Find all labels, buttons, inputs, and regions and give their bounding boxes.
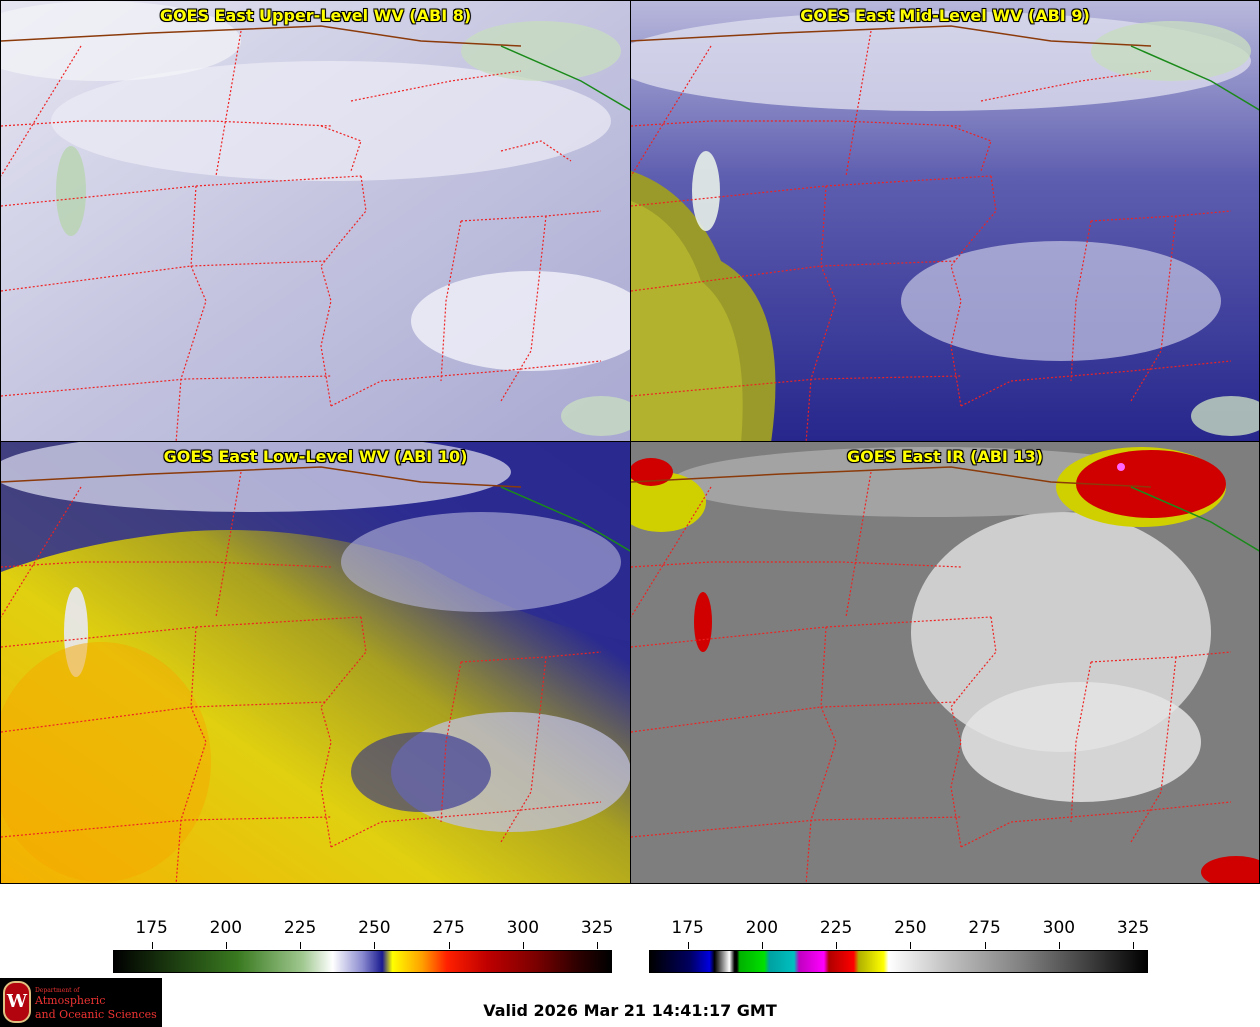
colorbar-tick-label: 300: [506, 918, 540, 938]
panel-title: GOES East Upper-Level WV (ABI 8): [159, 6, 472, 25]
ir-colorbar: [649, 950, 1148, 973]
colorbar-tick-label: 250: [894, 918, 927, 938]
colorbar-tick-mark: [374, 942, 376, 949]
ir-colorbar-ticks: 175 200 225 250 275 300 325: [649, 918, 1150, 949]
colorbar-tick-label: 200: [745, 918, 779, 938]
panel-title: GOES East IR (ABI 13): [846, 447, 1044, 466]
upper-level-wv-imagery: [1, 1, 630, 441]
colorbar-tick-label: 275: [432, 918, 465, 938]
valid-time: Valid 2026 Mar 21 14:41:17 GMT: [483, 1001, 777, 1020]
colorbar-tick-label: 200: [209, 918, 243, 938]
colorbar-tick-mark: [300, 942, 302, 949]
colorbar-tick-mark: [151, 942, 153, 949]
mid-level-wv-imagery: [631, 1, 1259, 441]
colorbar-tick-label: 225: [283, 918, 317, 938]
colorbar-tick-label: 250: [358, 918, 391, 938]
colorbar-tick-label: 325: [580, 918, 614, 938]
panel-low-level-wv: GOES East Low-Level WV (ABI 10): [0, 441, 631, 884]
colorbar-tick-mark: [761, 942, 763, 949]
colorbar-tick-mark: [522, 942, 524, 949]
logo-line-2: and Oceanic Sciences: [35, 1008, 157, 1021]
colorbar-tick-mark: [984, 942, 986, 949]
aos-logo: W Department of Atmospheric and Oceanic …: [0, 978, 162, 1027]
colorbar-tick-label: 300: [1042, 918, 1076, 938]
panel-upper-level-wv: GOES East Upper-Level WV (ABI 8): [0, 0, 631, 442]
colorbar-tick-label: 275: [968, 918, 1001, 938]
colorbar-tick-mark: [448, 942, 450, 949]
ir-imagery: [631, 442, 1259, 883]
colorbar-tick-mark: [836, 942, 838, 949]
logo-dept: Department of: [35, 987, 80, 994]
logo-line-1: Atmospheric: [35, 994, 106, 1007]
low-level-wv-imagery: [1, 442, 630, 883]
colorbar-tick-mark: [687, 942, 689, 949]
panel-ir: GOES East IR (ABI 13): [630, 441, 1260, 884]
wv-colorbar-ticks: 175 200 225 250 275 300 325: [113, 918, 614, 949]
colorbar-tick-mark: [225, 942, 227, 949]
panel-mid-level-wv: GOES East Mid-Level WV (ABI 9): [630, 0, 1260, 442]
colorbar-tick-mark: [910, 942, 912, 949]
panel-title: GOES East Mid-Level WV (ABI 9): [800, 6, 1090, 25]
colorbar-tick-label: 325: [1116, 918, 1150, 938]
panel-title: GOES East Low-Level WV (ABI 10): [163, 447, 468, 466]
colorbar-tick-label: 175: [135, 918, 168, 938]
colorbar-tick-label: 225: [819, 918, 853, 938]
uw-seal-icon: W: [3, 981, 31, 1023]
colorbar-tick-mark: [1133, 942, 1135, 949]
colorbar-tick-mark: [597, 942, 599, 949]
wv-colorbar: [113, 950, 612, 973]
colorbar-tick-label: 175: [671, 918, 704, 938]
colorbar-tick-mark: [1058, 942, 1060, 949]
